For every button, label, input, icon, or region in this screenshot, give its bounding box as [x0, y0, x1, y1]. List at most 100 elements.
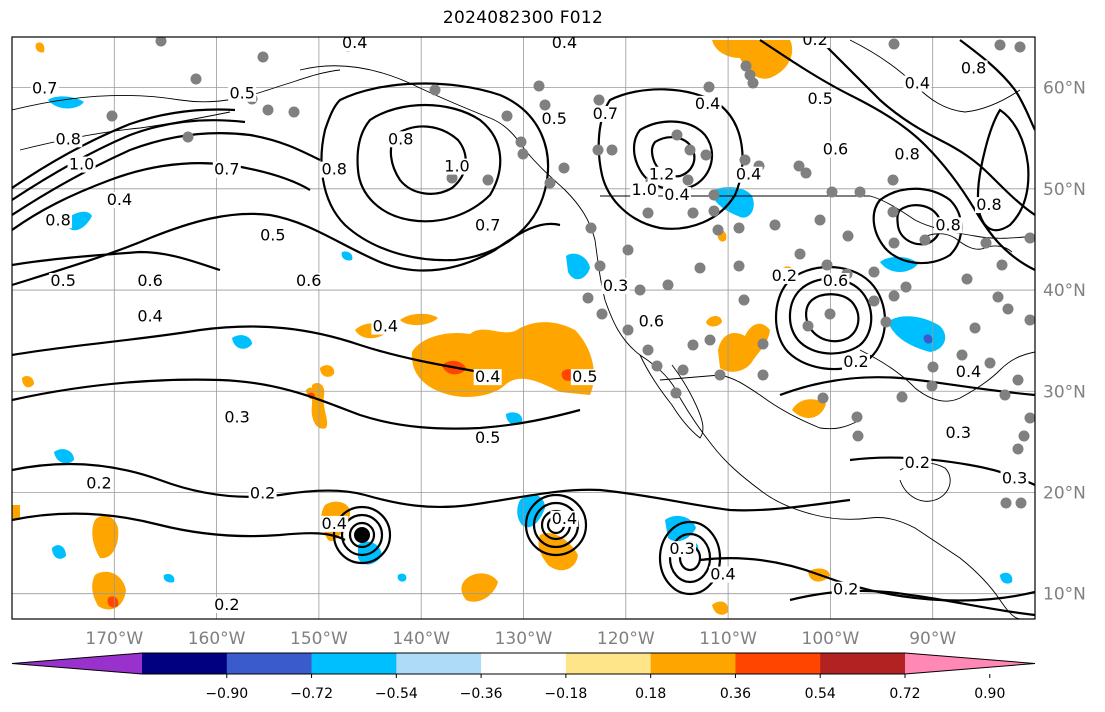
- station-dot: [703, 81, 715, 93]
- longitude-tick-label: 140°W: [392, 629, 450, 649]
- longitude-tick-label: 170°W: [85, 629, 143, 649]
- contour-line: [759, 39, 1035, 271]
- contour-label-background: [136, 272, 165, 289]
- contour-line: [632, 120, 714, 191]
- station-dot: [880, 316, 892, 328]
- contour-label-background: [258, 227, 287, 244]
- station-dot: [996, 259, 1008, 271]
- longitude-tick-label: 100°W: [802, 629, 860, 649]
- station-dot: [900, 281, 912, 293]
- station-dot: [446, 172, 458, 184]
- contour-label: 0.8: [894, 144, 919, 163]
- station-dot: [739, 154, 751, 166]
- contour-label-background: [212, 161, 241, 178]
- station-dot: [596, 308, 608, 320]
- colorbar-segment: [142, 653, 228, 674]
- colorbar-tick-label: −0.72: [290, 686, 333, 702]
- cyclone-ring: [332, 505, 392, 565]
- station-dot: [558, 162, 570, 174]
- contour-label: 0.5: [229, 84, 254, 103]
- latitude-tick-label: 60°N: [1043, 79, 1086, 99]
- station-dot: [842, 230, 854, 242]
- contour-label-background: [67, 156, 96, 173]
- contour-label-background: [934, 217, 963, 234]
- us-mexico-border: [659, 374, 861, 430]
- contour-label: 0.5: [807, 89, 832, 108]
- contour-line: [819, 39, 1035, 216]
- station-dot: [868, 266, 880, 278]
- contour-label-background: [893, 146, 922, 163]
- station-dot: [793, 160, 805, 172]
- contour-label: 0.5: [475, 428, 500, 447]
- latitude-tick-label: 10°N: [1043, 585, 1086, 605]
- contour-label: 0.4: [736, 165, 761, 184]
- colorbar-segment: [650, 653, 736, 674]
- contour-label-background: [708, 566, 737, 583]
- colorbar-segment: [226, 653, 313, 674]
- positive-anomaly-area: [538, 532, 578, 571]
- contour-label: 0.8: [976, 195, 1001, 214]
- station-dot: [594, 260, 606, 272]
- contour-line: [12, 132, 321, 216]
- station-dot: [888, 290, 900, 302]
- station-dot: [980, 237, 992, 249]
- contour-line: [12, 325, 481, 374]
- contour-label-background: [320, 515, 349, 532]
- station-dot: [994, 39, 1006, 51]
- longitude-tick-label: 90°W: [909, 629, 956, 649]
- positive-anomaly-area: [35, 42, 45, 53]
- longitude-tick-label: 150°W: [290, 629, 348, 649]
- station-dot: [927, 361, 939, 373]
- map-frame: [11, 36, 1036, 620]
- contour-label-background: [944, 424, 973, 441]
- station-dot: [694, 262, 706, 274]
- colorbar-tick-label: −0.36: [460, 686, 503, 702]
- contour-label-background: [591, 105, 620, 122]
- negative-anomaly-area: [566, 253, 590, 280]
- positive-anomaly-area: [792, 399, 826, 418]
- station-dot: [1014, 41, 1026, 53]
- contour-label-background: [662, 186, 691, 203]
- contour-labels: 0.7 0.8 1.0 0.4 0.8 0.5 0.6 0.7 0.5 0.8 0.4 0.5 0.6 0…: [30, 30, 1029, 614]
- contour-label-background: [668, 541, 697, 558]
- station-dot: [821, 259, 833, 271]
- station-dot: [544, 177, 556, 189]
- contour-label-background: [801, 37, 830, 49]
- contour-line: [789, 589, 1035, 617]
- contour-line: [12, 162, 311, 231]
- positive-anomaly-area: [712, 601, 729, 615]
- station-dot: [533, 80, 545, 92]
- colorbar-tick-label: 0.72: [889, 686, 920, 702]
- contour-label: 0.4: [905, 74, 930, 93]
- contour-label: 0.2: [802, 30, 827, 49]
- contour-label-background: [386, 131, 415, 148]
- station-dot: [794, 248, 806, 260]
- station-dot: [1000, 497, 1012, 509]
- contour-line: [872, 187, 963, 265]
- contour-label: 0.4: [322, 514, 347, 533]
- contour-label-background: [693, 95, 722, 112]
- colorbar-tick-label: −0.90: [205, 686, 248, 702]
- gridlines: [12, 37, 1035, 619]
- station-dot: [738, 294, 750, 306]
- station-dot: [687, 207, 699, 219]
- station-dot: [896, 391, 908, 403]
- negative-anomaly-area: [341, 251, 353, 261]
- contour-label: 0.5: [50, 271, 75, 290]
- positive-anomaly-area: [22, 376, 34, 388]
- contour-label-background: [540, 111, 569, 128]
- station-dot: [802, 320, 814, 332]
- station-dot: [1024, 314, 1035, 326]
- positive-anomaly-area: [712, 40, 793, 79]
- colorbar-tick-label: −0.54: [375, 686, 418, 702]
- station-dot: [992, 291, 1004, 303]
- contour-label-background: [630, 181, 659, 198]
- contour-label: 0.4: [137, 306, 162, 325]
- contour-label-background: [903, 75, 932, 92]
- colorbar-segment: [565, 653, 652, 674]
- negative-anomaly-area: [52, 545, 66, 559]
- station-dot: [854, 186, 866, 198]
- contour-label: 0.6: [823, 139, 848, 158]
- contour-label-background: [49, 272, 78, 289]
